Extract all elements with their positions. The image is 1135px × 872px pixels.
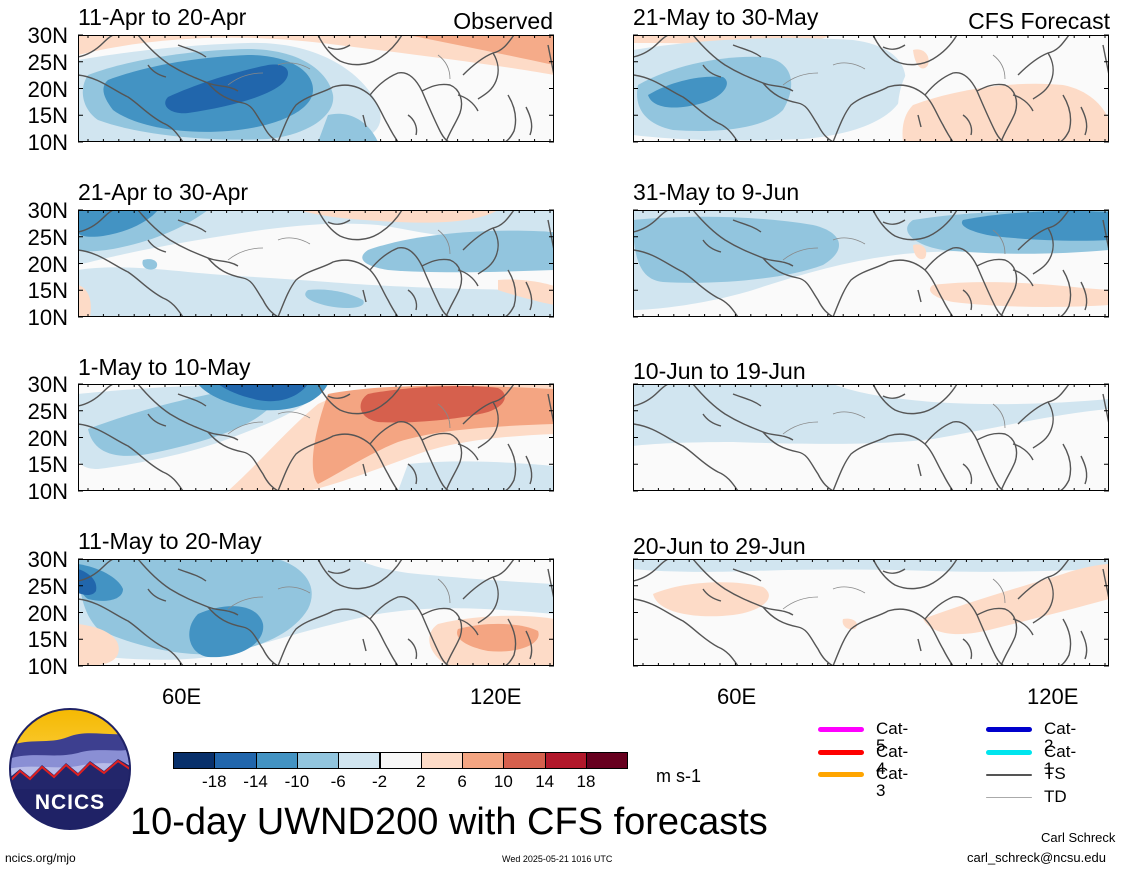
legend-line-cat-5 xyxy=(818,727,864,732)
lat-label-25n-row2: 25N xyxy=(27,224,68,250)
map-fc1 xyxy=(633,35,1109,142)
colorbar-swatch xyxy=(420,752,464,769)
forecast-label: CFS Forecast xyxy=(968,8,1110,34)
legend-label-cat-4: Cat-4 xyxy=(876,741,909,778)
lat-label-10n-row1: 10N xyxy=(27,130,68,155)
legend-label-cat-3: Cat-3 xyxy=(876,764,909,800)
observed-label: Observed xyxy=(453,8,553,34)
ncics-logo: NCICS xyxy=(8,707,132,831)
colorbar-label: -10 xyxy=(284,772,310,791)
lat-label-20n-row1: 20N xyxy=(27,76,68,102)
colorbar-swatch xyxy=(255,752,298,769)
colorbar-label: 18 xyxy=(576,772,596,791)
colorbar-swatch xyxy=(296,752,340,769)
map-obs4 xyxy=(78,559,554,666)
lat-label-20n-row2: 20N xyxy=(27,251,68,277)
colorbar-swatch xyxy=(338,752,381,769)
colorbar-swatch xyxy=(544,752,587,769)
legend-line-cat-4 xyxy=(818,749,864,755)
map-obs2 xyxy=(78,210,554,317)
lat-label-10n-row4: 10N xyxy=(27,654,68,679)
panel-title-fc3: 10-Jun to 19-Jun xyxy=(633,358,806,384)
colorbar-swatch xyxy=(214,752,257,769)
colorbar-units: m s-1 xyxy=(656,766,701,786)
colorbar-swatch xyxy=(379,752,422,769)
lat-label-25n-row1: 25N xyxy=(27,49,68,75)
panel-title-obs2: 21-Apr to 30-Apr xyxy=(78,179,249,205)
legend-line-ts xyxy=(986,774,1032,776)
colorbar-label: -14 xyxy=(243,772,268,791)
legend-line-td xyxy=(986,796,1032,798)
map-fc3 xyxy=(633,384,1109,491)
colorbar-label: -18 xyxy=(202,772,227,791)
footer-email: carl_schreck@ncsu.edu xyxy=(967,850,1106,865)
colorbar-label: -6 xyxy=(330,772,346,791)
map-fc2 xyxy=(633,210,1109,317)
panel-title-fc4: 20-Jun to 29-Jun xyxy=(633,533,806,559)
panel-title-fc2: 31-May to 9-Jun xyxy=(633,179,800,205)
colorbar-label: 14 xyxy=(535,772,555,791)
lat-label-20n-row4: 20N xyxy=(27,600,68,626)
panel-title-obs3: 1-May to 10-May xyxy=(78,354,251,380)
lat-label-15n-row3: 15N xyxy=(27,452,68,478)
colorbar-swatch xyxy=(462,752,505,769)
colorbar-label: 2 xyxy=(416,772,426,791)
colorbar-label: -2 xyxy=(371,772,388,791)
lat-label-30n-row3: 30N xyxy=(27,372,68,397)
lat-label-10n-row2: 10N xyxy=(27,305,68,330)
lon-label-60e-right: 60E xyxy=(717,684,757,709)
lat-label-15n-row1: 15N xyxy=(27,103,68,129)
legend-line-cat-1 xyxy=(986,749,1032,755)
lat-label-25n-row4: 25N xyxy=(27,573,68,599)
footer-timestamp: Wed 2025-05-21 1016 UTC xyxy=(502,854,613,864)
legend-label-ts: TS xyxy=(1044,764,1066,783)
colorbar-swatch xyxy=(173,752,216,769)
legend-line-cat-3 xyxy=(818,772,864,777)
lat-label-25n-row3: 25N xyxy=(27,398,68,424)
legend-label-cat-2: Cat-2 xyxy=(1044,719,1077,755)
footer-url: ncics.org/mjo xyxy=(5,851,76,865)
legend-label-td: TD xyxy=(1044,786,1067,806)
logo-text: NCICS xyxy=(34,791,106,814)
panel-title-fc1: 21-May to 30-May xyxy=(633,4,819,30)
colorbar-swatch xyxy=(503,752,546,769)
panel-title-obs4: 11-May to 20-May xyxy=(78,528,262,554)
legend-line-cat-2 xyxy=(986,727,1032,732)
legend-label-cat-1: Cat-1 xyxy=(1044,741,1077,778)
map-obs3 xyxy=(78,384,554,491)
lat-label-15n-row4: 15N xyxy=(27,627,68,653)
panel-title-obs1: 11-Apr to 20-Apr xyxy=(78,4,247,30)
lat-label-30n-row2: 30N xyxy=(27,198,68,223)
map-obs1 xyxy=(78,35,554,142)
main-title: 10-day UWND200 with CFS forecasts xyxy=(130,801,768,843)
lat-label-10n-row3: 10N xyxy=(27,479,68,504)
lat-label-20n-row3: 20N xyxy=(27,425,68,451)
legend-label-cat-5: Cat-5 xyxy=(876,719,909,755)
lon-label-120e-left: 120E xyxy=(470,684,522,709)
map-fc4 xyxy=(633,559,1109,666)
lat-label-30n-row1: 30N xyxy=(27,23,68,48)
lon-label-120e-right: 120E xyxy=(1027,684,1079,709)
colorbar-label: 10 xyxy=(493,772,513,791)
colorbar-label: 6 xyxy=(457,772,467,791)
lat-label-30n-row4: 30N xyxy=(27,547,68,572)
lon-label-60e-left: 60E xyxy=(162,684,202,709)
colorbar-swatch xyxy=(586,752,629,769)
footer-author: Carl Schreck xyxy=(1041,830,1116,845)
lat-label-15n-row2: 15N xyxy=(27,278,68,304)
